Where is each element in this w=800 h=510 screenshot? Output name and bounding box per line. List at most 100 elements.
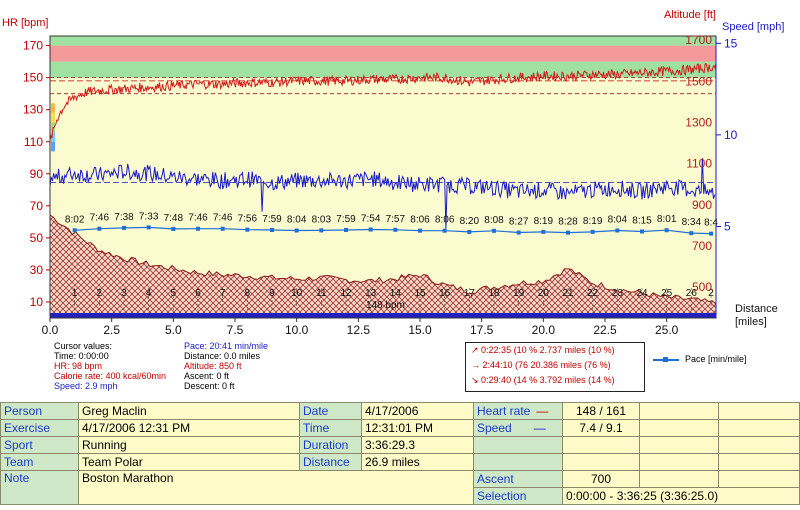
heart-rate-label-text: Heart rate [477, 404, 531, 418]
heart-rate-value[interactable]: 148 / 161 [562, 402, 640, 420]
ascent-label: Ascent [473, 470, 563, 488]
hr-tick-label: 50 [30, 231, 44, 245]
distance-tick-label: 20.0 [532, 323, 556, 337]
time-value[interactable]: 12:31:01 PM [361, 419, 474, 437]
speed-tick-label: 10 [724, 128, 738, 142]
hr-zone-band [50, 61, 716, 78]
sport-value[interactable]: Running [78, 436, 300, 454]
pace-legend-label: Pace [min/mile] [685, 354, 747, 364]
info-row: Team Team Polar Distance 26.9 miles [0, 453, 800, 471]
pace-point [393, 227, 398, 232]
mile-marker-label: 6 [195, 288, 201, 299]
distance-tick-label: 12.5 [347, 323, 371, 337]
pace-label: 8:19 [534, 216, 554, 227]
cursor-distance: Distance: 0.0 miles [184, 351, 261, 361]
hr-tick-label: 70 [30, 199, 44, 213]
speed-axis-title: Speed [mph] [722, 21, 784, 33]
hr-axis-title: HR [bpm] [2, 17, 48, 29]
empty-cell [718, 402, 800, 420]
distance-tick-label: 0.0 [42, 323, 59, 337]
person-value[interactable]: Greg Maclin [78, 402, 300, 420]
pace-point [442, 228, 447, 233]
pace-label: 8:02 [65, 214, 85, 225]
distance-tick-label: 10.0 [285, 323, 309, 337]
team-value[interactable]: Team Polar [78, 453, 300, 471]
mile-marker-label: 2 [97, 288, 103, 299]
speed-value[interactable]: 7.4 / 9.1 [562, 419, 640, 437]
mile-marker-label: 18 [488, 288, 500, 299]
mile-marker-label: 4 [146, 288, 152, 299]
pace-label: 8:01 [657, 214, 677, 225]
exercise-value[interactable]: 4/17/2006 12:31 PM [78, 419, 300, 437]
altitude-axis-title: Altitude [ft] [664, 9, 716, 21]
pace-label: 8:06 [435, 215, 455, 226]
mile-marker-label: 15 [414, 288, 426, 299]
pace-point [122, 225, 126, 230]
pace-point [492, 228, 496, 233]
pace-point [590, 229, 595, 234]
pace-point [294, 228, 299, 233]
hr-tick-label: 150 [23, 71, 43, 85]
duration-value[interactable]: 3:36:29.3 [361, 436, 474, 454]
distance-tick-label: 2.5 [103, 323, 120, 337]
mile-marker-label: 25 [661, 288, 673, 299]
note-value[interactable]: Boston Marathon [78, 470, 474, 505]
date-label: Date [299, 402, 362, 420]
empty-cell [639, 419, 719, 437]
pace-label: 7:46 [213, 213, 233, 224]
pace-point [709, 231, 714, 236]
empty-cell [718, 470, 800, 488]
ascent-value[interactable]: 700 [562, 470, 640, 488]
cursor-ascent: Ascent: 0 ft [184, 371, 230, 381]
altitude-tick-label: 1700 [685, 33, 712, 47]
hr-zone-band [50, 36, 716, 46]
person-label: Person [0, 402, 79, 420]
cursor-values-left: Cursor values: Time: 0:00:00 HR: 98 bpm … [54, 341, 166, 391]
avg-hr-label: 148 bpm [366, 300, 405, 311]
exercise-info-table: Person Greg Maclin Date 4/17/2006 Heart … [0, 402, 800, 505]
cursor-speed: Speed: 2.9 mph [54, 381, 118, 391]
mile-marker-label: 8 [245, 288, 251, 299]
team-label: Team [0, 453, 79, 471]
altitude-tick-label: 1100 [686, 157, 712, 171]
pace-label: 8:03 [312, 214, 332, 225]
distance-value[interactable]: 26.9 miles [361, 453, 474, 471]
time-bar [50, 313, 716, 318]
cursor-calorie: Calorie rate: 400 kcal/60min [54, 371, 167, 381]
pace-point [664, 228, 669, 233]
hr-zone-strip [51, 132, 55, 142]
distance-tick-label: 25.0 [655, 323, 679, 337]
altitude-area [49, 214, 717, 319]
hr-zone-strip [51, 141, 55, 152]
speed-swatch: — [533, 421, 546, 435]
speed-tick-label: 15 [724, 36, 738, 50]
pace-point [344, 227, 348, 232]
pace-point [196, 226, 200, 231]
cursor-pace: Pace: 20:41 min/mile [184, 341, 269, 351]
pace-label: 7:59 [262, 214, 282, 225]
mile-marker-label: 2 [708, 288, 714, 299]
pace-label: 8:19 [583, 216, 603, 227]
pace-point [245, 227, 250, 232]
info-row: Person Greg Maclin Date 4/17/2006 Heart … [0, 402, 800, 420]
altitude-legend: ↗ 0:22:35 (10 % 2.737 miles (10 %) → 2:4… [465, 342, 645, 392]
pace-label: 8:4 [704, 218, 718, 229]
cursor-altitude: Altitude: 850 ft [184, 361, 242, 371]
altitude-tick-label: 700 [692, 239, 712, 253]
date-value[interactable]: 4/17/2006 [361, 402, 474, 420]
empty-cell [639, 436, 719, 454]
pace-label: 7:48 [164, 213, 184, 224]
distance-tick-label: 5.0 [165, 323, 182, 337]
hr-tick-label: 10 [30, 295, 44, 309]
pace-legend: Pace [min/mile] [653, 354, 747, 364]
info-row: Selection 0:00:00 - 3:36:25 (3:36:25.0) [1, 487, 800, 505]
pace-point [270, 227, 274, 232]
hr-tick-label: 170 [23, 39, 43, 53]
cursor-descent: Descent: 0 ft [184, 381, 235, 391]
mile-marker-label: 5 [171, 288, 177, 299]
cursor-title: Cursor values: [54, 341, 113, 351]
exercise-chart[interactable]: 8:02 7:46 7:38 7:33 7:48 7:46 7:46 7:56 7:59 8:04… [0, 0, 800, 340]
selection-value[interactable]: 0:00:00 - 3:36:25 (3:36:25.0) [562, 487, 800, 505]
distance-label: Distance [299, 453, 362, 471]
distance-tick-label: 22.5 [593, 323, 617, 337]
